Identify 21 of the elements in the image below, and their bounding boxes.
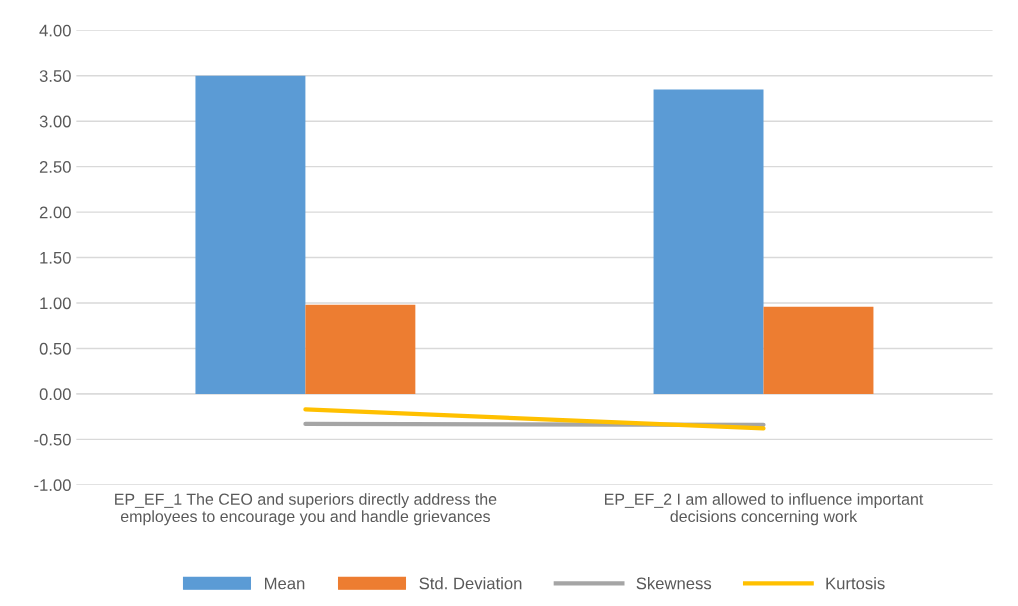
y-tick-label: 1.50 xyxy=(40,251,71,264)
y-tick-label: 2.50 xyxy=(39,161,71,173)
y-tick-label: 0.50 xyxy=(39,342,71,355)
bar xyxy=(763,306,874,394)
x-tick-label: EP_EF_2 I am allowed to influence important decisions concerning work xyxy=(605,493,924,526)
x-tick-label: EP_EF_1 The CEO and superiors directly address the employees to encourage you and handle grievances xyxy=(115,493,497,526)
y-tick-label: -0.50 xyxy=(34,433,71,446)
bar xyxy=(653,89,764,394)
legend-label: Mean xyxy=(265,577,305,590)
bar xyxy=(195,75,306,394)
y-tick-label: -1.00 xyxy=(34,479,71,491)
y-tick-label: 4.00 xyxy=(39,24,71,37)
legend-label: Skewness xyxy=(636,577,712,590)
legend-label: Kurtosis xyxy=(826,577,885,590)
y-tick-label: 2.00 xyxy=(39,206,71,219)
bar xyxy=(305,304,416,394)
legend-label: Std. Deviation xyxy=(419,577,522,590)
y-tick-label: 0.00 xyxy=(39,388,71,401)
y-tick-label: 3.50 xyxy=(39,70,71,82)
y-tick-label: 3.00 xyxy=(39,115,71,128)
y-tick-label: 1.00 xyxy=(40,297,71,310)
